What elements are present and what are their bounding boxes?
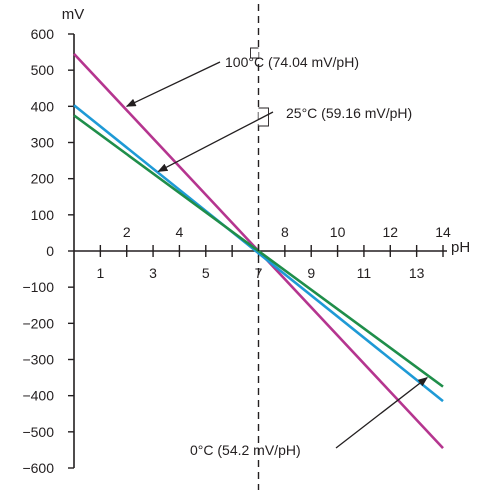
x-tick-label-above: 4: [176, 224, 184, 240]
y-tick-label: 500: [31, 62, 55, 78]
y-tick-label: 100: [31, 207, 55, 223]
annotation-label-0: 100°C (74.04 mV/pH): [225, 54, 359, 70]
x-tick-label-below: 13: [409, 265, 425, 281]
y-tick-label: −400: [22, 388, 54, 404]
axes: 600 500 400 300 200 100 0 −100 −200 −300 −400 −500 −…: [22, 26, 451, 476]
y-tick-label: 300: [31, 135, 55, 151]
y-tick-label: −200: [22, 315, 54, 331]
series-line-1: [73, 104, 444, 403]
y-tick-label: −600: [22, 460, 54, 476]
y-tick-label: −100: [22, 279, 54, 295]
x-tick-label-below: 9: [307, 265, 315, 281]
y-tick-label: 0: [46, 243, 54, 259]
annotation-arrow-1: [157, 111, 274, 173]
x-tick-label-above: 8: [281, 224, 289, 240]
x-tick-label-above: 2: [123, 224, 131, 240]
x-tick-label-below: 11: [357, 265, 372, 281]
x-axis-unit-label: pH: [451, 239, 470, 256]
x-tick-label-above: 14: [435, 224, 451, 240]
annotations: 100°C (74.04 mV/pH) 25°C (59.16 mV/pH) 0°C…: [125, 47, 428, 458]
annotation-label-1: 25°C (59.16 mV/pH): [286, 105, 412, 121]
series-line-2: [73, 114, 444, 388]
y-tick-label: −300: [22, 352, 54, 368]
x-tick-label-below: 3: [149, 265, 157, 281]
series-lines: [73, 53, 444, 449]
y-tick-label: 200: [31, 171, 55, 187]
y-axis-unit-label: mV: [62, 6, 85, 23]
x-tick-label-above: 10: [330, 224, 346, 240]
y-tick-label: 400: [31, 98, 55, 114]
y-tick-label: −500: [22, 424, 54, 440]
x-tick-label-above: 12: [382, 224, 398, 240]
y-tick-label: 600: [31, 26, 55, 42]
annotation-bracket-0: [250, 47, 259, 59]
annotation-arrow-0: [125, 61, 221, 107]
annotation-arrow-2: [335, 376, 428, 449]
x-tick-label-below: 5: [202, 265, 210, 281]
annotation-label-2: 0°C (54.2 mV/pH): [190, 442, 301, 458]
x-tick-label-below: 1: [96, 265, 104, 281]
